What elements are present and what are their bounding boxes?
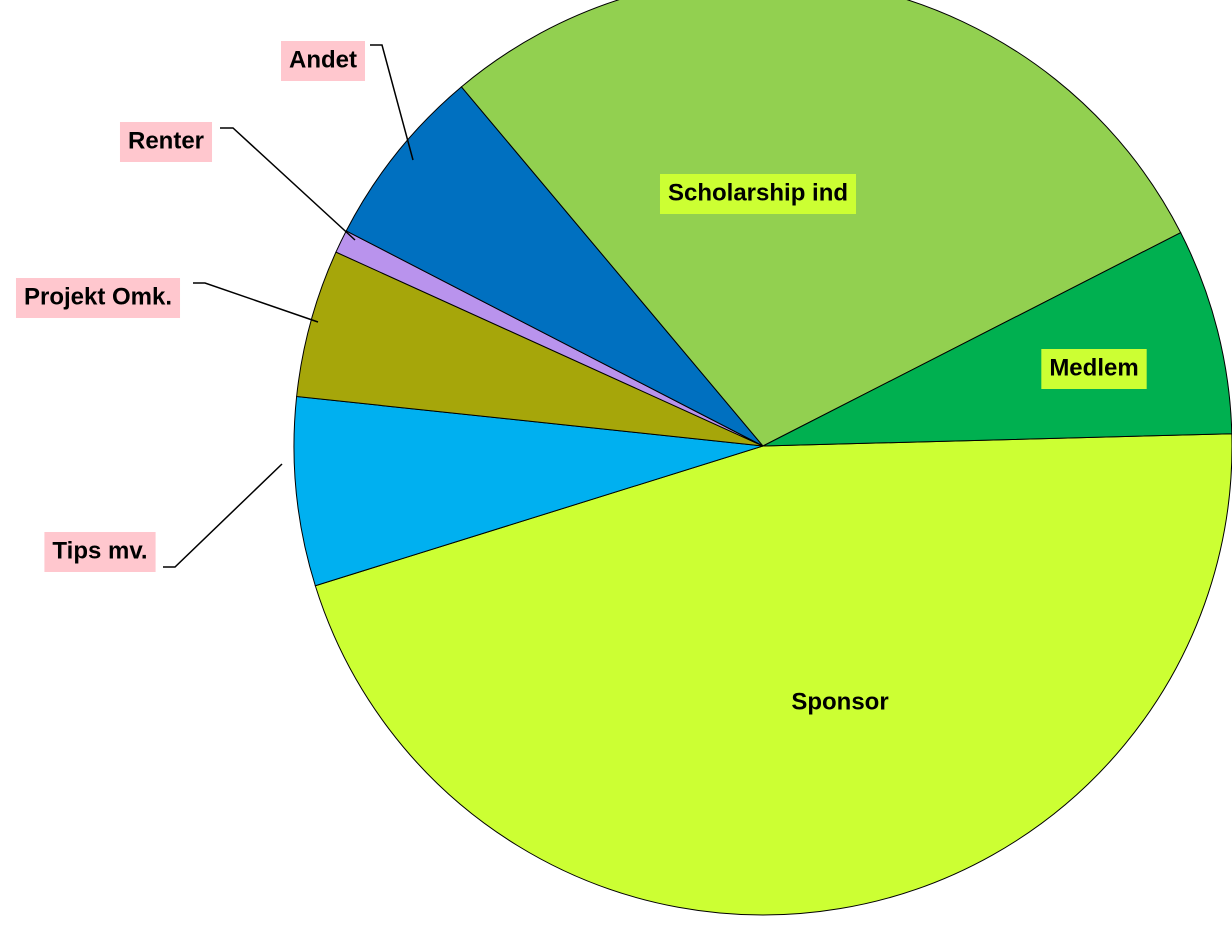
pie-slice [314, 433, 1232, 916]
slice-label: Medlem [1041, 349, 1147, 389]
leader-line [163, 463, 283, 568]
slice-label-text: Sponsor [791, 688, 888, 715]
slice-label: Scholarship ind [659, 174, 857, 214]
leader-line [370, 44, 414, 161]
slice-label: Renter [119, 122, 213, 162]
leader-line [220, 127, 356, 241]
pie-slice [345, 86, 764, 447]
label-background [1041, 349, 1147, 389]
slice-label-text: Scholarship ind [668, 179, 848, 206]
pie-slice [460, 0, 1182, 447]
slice-label: Tips mv. [44, 532, 156, 572]
slice-label: Projekt Omk. [15, 278, 181, 318]
pie-slice [762, 231, 1232, 447]
slice-label-text: Projekt Omk. [24, 283, 172, 310]
slice-label-text: Renter [128, 127, 204, 154]
slice-label-text: Tips mv. [52, 537, 147, 564]
label-background [119, 122, 213, 162]
label-background [281, 41, 365, 81]
slice-label: Andet [281, 41, 365, 81]
label-background [659, 174, 857, 214]
leader-line [193, 282, 319, 323]
pie-slice [296, 251, 764, 447]
slice-label-text: Medlem [1049, 354, 1138, 381]
label-background [15, 278, 181, 318]
pie-slice [293, 395, 764, 587]
label-background [44, 532, 156, 572]
slice-label-text: Andet [289, 46, 357, 73]
slice-label: Sponsor [791, 688, 888, 715]
